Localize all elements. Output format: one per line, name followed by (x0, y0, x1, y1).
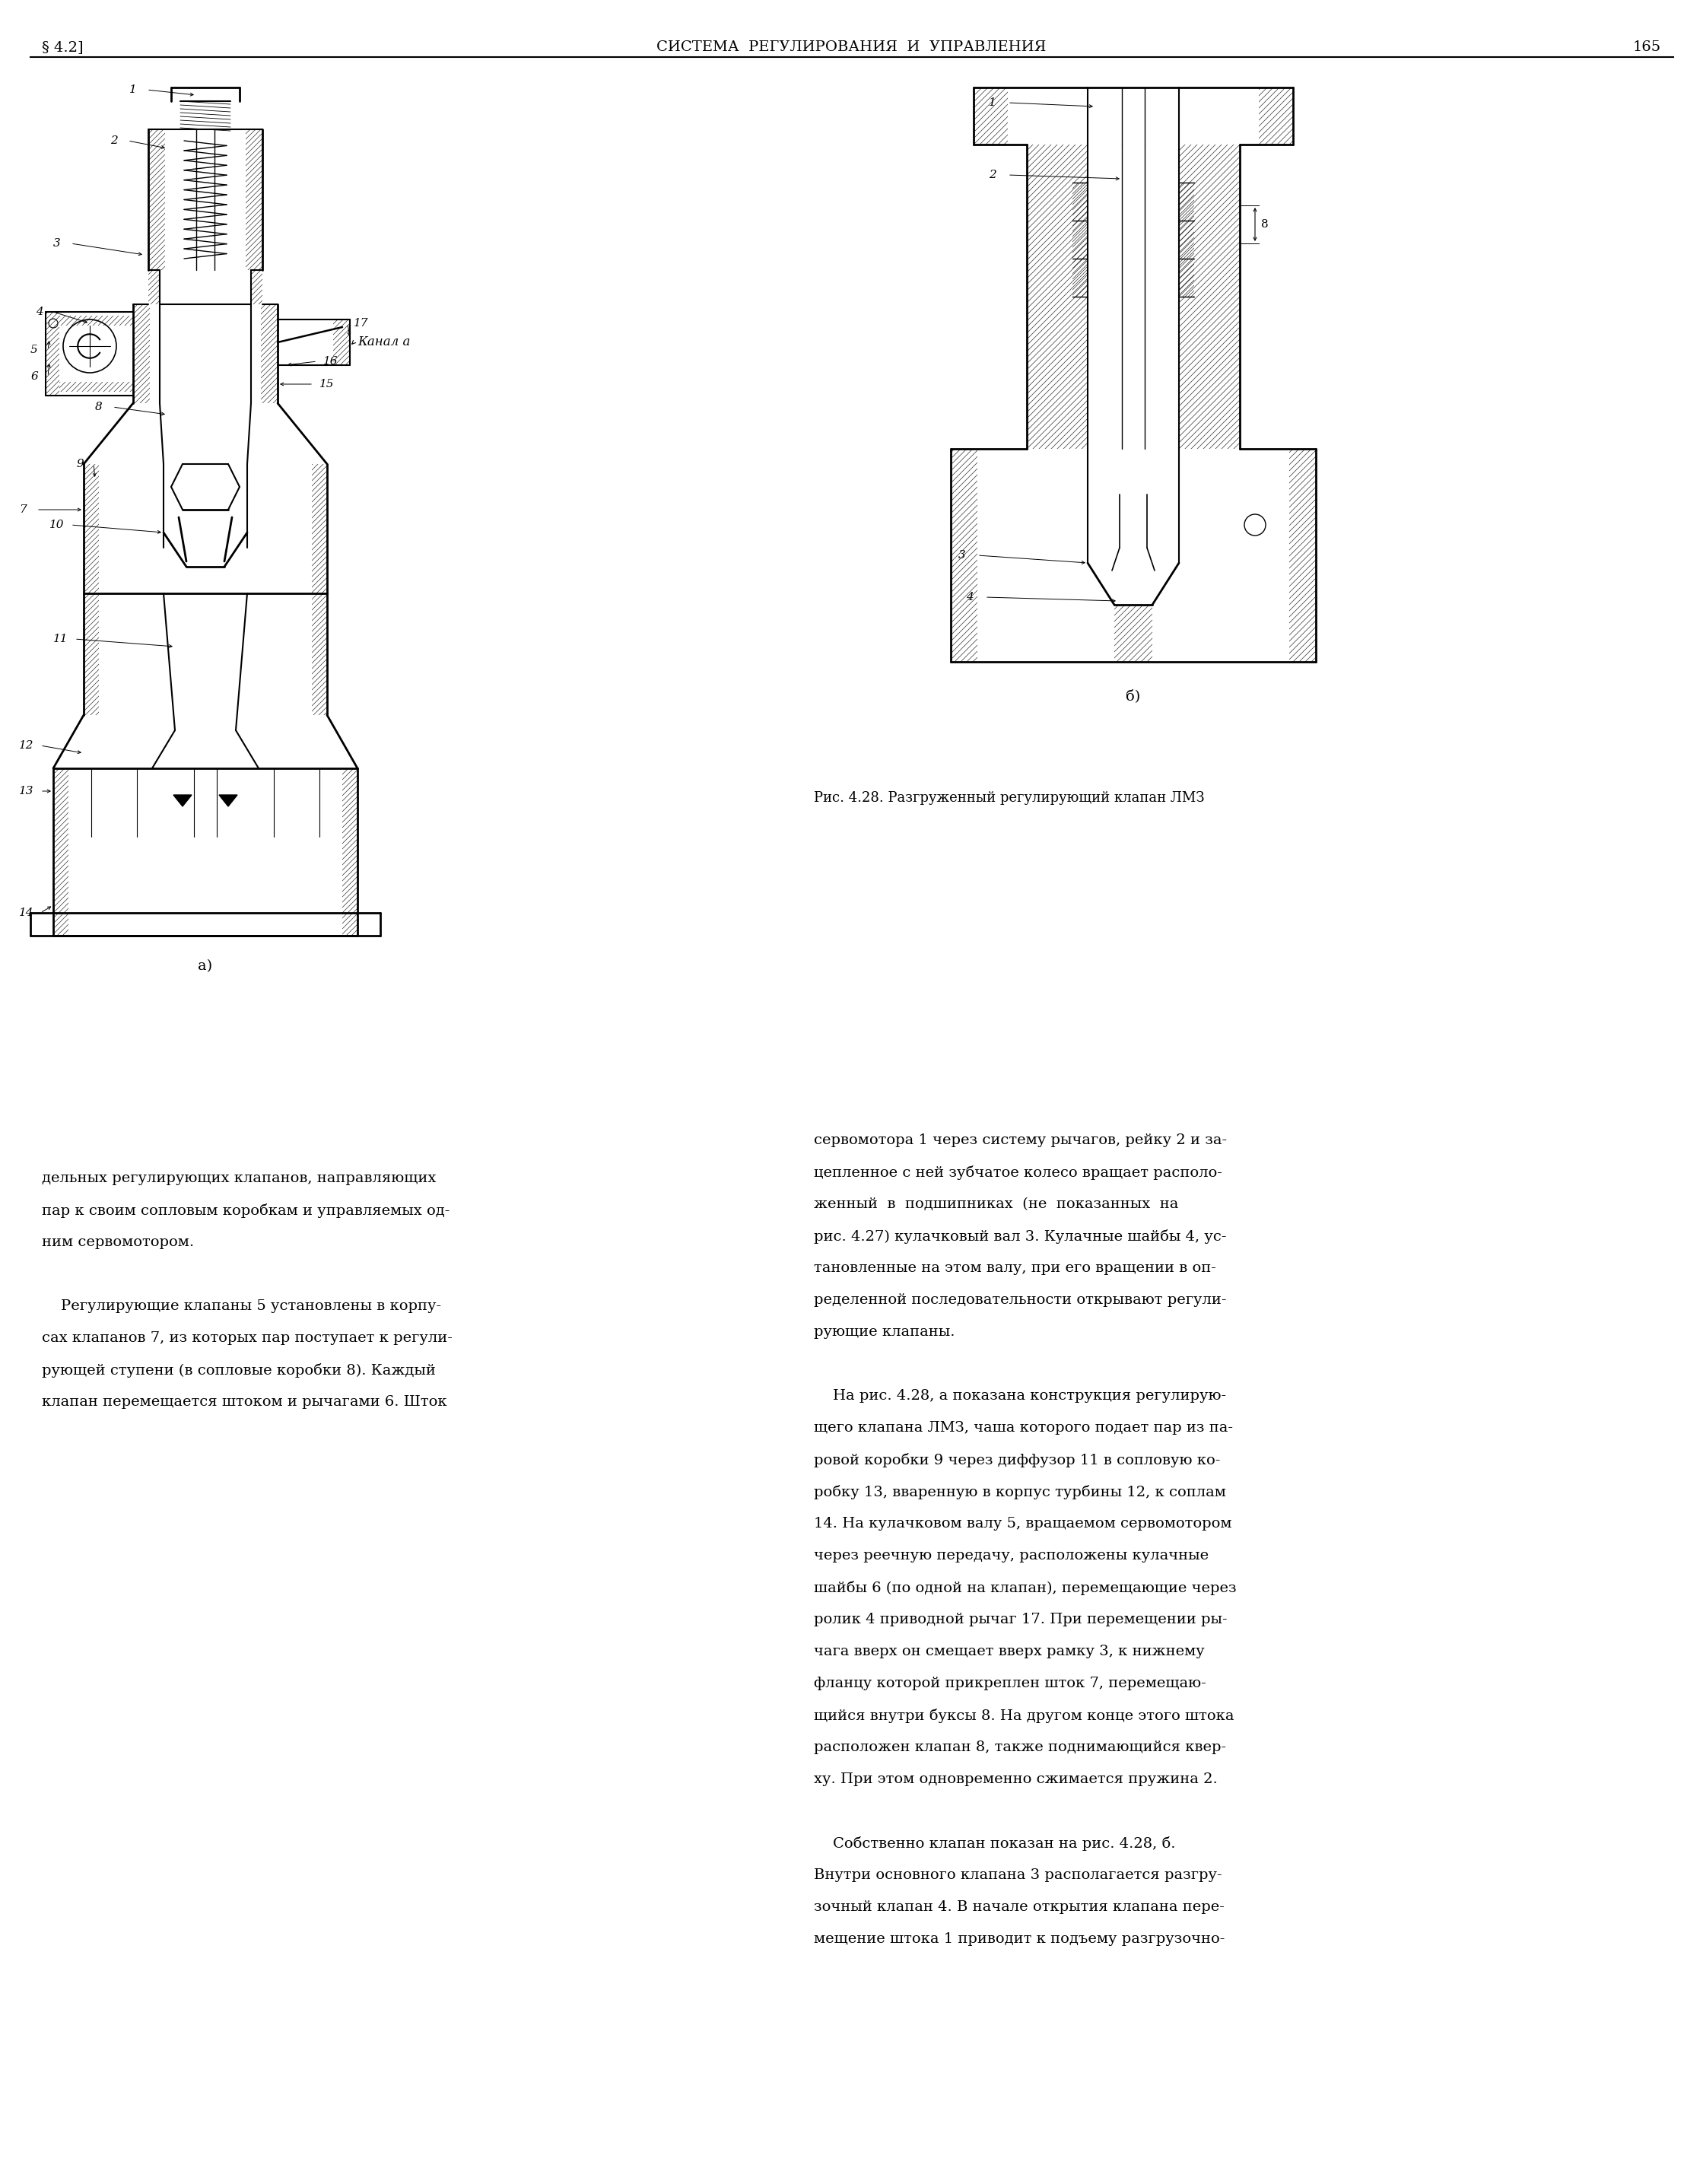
Text: ху. При этом одновременно сжимается пружина 2.: ху. При этом одновременно сжимается пруж… (814, 1773, 1218, 1787)
Text: 3: 3 (959, 550, 966, 561)
Text: Регулирующие клапаны 5 установлены в корпу-: Регулирующие клапаны 5 установлены в кор… (43, 1299, 441, 1313)
Text: 16: 16 (324, 356, 339, 367)
Text: 14: 14 (19, 909, 34, 917)
Text: робку 13, вваренную в корпус турбины 12, к соплам: робку 13, вваренную в корпус турбины 12,… (814, 1485, 1226, 1500)
Text: ним сервомотором.: ним сервомотором. (43, 1236, 194, 1249)
Text: дельных регулирующих клапанов, направляющих: дельных регулирующих клапанов, направляю… (43, 1171, 436, 1186)
Text: 165: 165 (1633, 39, 1660, 55)
Text: 5: 5 (31, 345, 37, 356)
Text: 8: 8 (95, 402, 102, 413)
Text: 1: 1 (989, 98, 996, 107)
Text: а): а) (198, 959, 213, 972)
Text: Рис. 4.28. Разгруженный регулирующий клапан ЛМЗ: Рис. 4.28. Разгруженный регулирующий кла… (814, 791, 1204, 806)
Text: 10: 10 (49, 520, 65, 531)
Text: шайбы 6 (по одной на клапан), перемещающие через: шайбы 6 (по одной на клапан), перемещающ… (814, 1581, 1236, 1594)
Text: 7: 7 (19, 505, 27, 515)
Text: щего клапана ЛМЗ, чаша которого подает пар из па-: щего клапана ЛМЗ, чаша которого подает п… (814, 1422, 1233, 1435)
Text: тановленные на этом валу, при его вращении в оп-: тановленные на этом валу, при его вращен… (814, 1260, 1216, 1275)
Text: Канал а: Канал а (358, 336, 410, 349)
Text: цепленное с ней зубчатое колесо вращает располо-: цепленное с ней зубчатое колесо вращает … (814, 1166, 1223, 1179)
Text: 2: 2 (989, 170, 996, 181)
Text: зочный клапан 4. В начале открытия клапана пере-: зочный клапан 4. В начале открытия клапа… (814, 1900, 1224, 1913)
Text: 1: 1 (129, 85, 136, 96)
Text: На рис. 4.28, а показана конструкция регулирую-: На рис. 4.28, а показана конструкция рег… (814, 1389, 1226, 1402)
Text: сах клапанов 7, из которых пар поступает к регули-: сах клапанов 7, из которых пар поступает… (43, 1332, 453, 1345)
Text: СИСТЕМА  РЕГУЛИРОВАНИЯ  И  УПРАВЛЕНИЯ: СИСТЕМА РЕГУЛИРОВАНИЯ И УПРАВЛЕНИЯ (656, 39, 1046, 55)
Polygon shape (220, 795, 237, 806)
Text: 3: 3 (53, 238, 61, 249)
Text: 11: 11 (53, 633, 68, 644)
Text: чага вверх он смещает вверх рамку 3, к нижнему: чага вверх он смещает вверх рамку 3, к н… (814, 1645, 1204, 1658)
Text: 4: 4 (36, 306, 43, 317)
Text: ределенной последовательности открывают регули-: ределенной последовательности открывают … (814, 1293, 1226, 1306)
Text: пар к своим сопловым коробкам и управляемых од-: пар к своим сопловым коробкам и управляе… (43, 1203, 450, 1219)
Text: 4: 4 (966, 592, 974, 603)
Text: 17: 17 (354, 319, 370, 328)
Text: щийся внутри буксы 8. На другом конце этого штока: щийся внутри буксы 8. На другом конце эт… (814, 1708, 1235, 1723)
Text: ролик 4 приводной рычаг 17. При перемещении ры-: ролик 4 приводной рычаг 17. При перемеще… (814, 1612, 1228, 1627)
Text: рующей ступени (в сопловые коробки 8). Каждый: рующей ступени (в сопловые коробки 8). К… (43, 1363, 436, 1378)
Text: клапан перемещается штоком и рычагами 6. Шток: клапан перемещается штоком и рычагами 6.… (43, 1396, 446, 1409)
Text: ровой коробки 9 через диффузор 11 в сопловую ко-: ровой коробки 9 через диффузор 11 в сопл… (814, 1452, 1221, 1468)
Text: 12: 12 (19, 740, 34, 751)
Text: 6: 6 (31, 371, 37, 382)
Text: женный  в  подшипниках  (не  показанных  на: женный в подшипниках (не показанных на (814, 1197, 1178, 1212)
Text: 2: 2 (111, 135, 118, 146)
Text: 13: 13 (19, 786, 34, 797)
Text: расположен клапан 8, также поднимающийся квер-: расположен клапан 8, также поднимающийся… (814, 1741, 1226, 1754)
Text: мещение штока 1 приводит к подъему разгрузочно-: мещение штока 1 приводит к подъему разгр… (814, 1933, 1224, 1946)
Polygon shape (174, 795, 192, 806)
Text: 8: 8 (1262, 218, 1269, 229)
Text: Внутри основного клапана 3 располагается разгру-: Внутри основного клапана 3 располагается… (814, 1867, 1223, 1883)
Text: 14. На кулачковом валу 5, вращаемом сервомотором: 14. На кулачковом валу 5, вращаемом серв… (814, 1518, 1231, 1531)
Text: рис. 4.27) кулачковый вал 3. Кулачные шайбы 4, ус-: рис. 4.27) кулачковый вал 3. Кулачные ша… (814, 1230, 1226, 1243)
Text: б): б) (1126, 690, 1141, 703)
Text: фланцу которой прикреплен шток 7, перемещаю-: фланцу которой прикреплен шток 7, переме… (814, 1677, 1206, 1690)
Text: 15: 15 (320, 378, 334, 389)
Text: § 4.2]: § 4.2] (43, 39, 83, 55)
Text: сервомотора 1 через систему рычагов, рейку 2 и за-: сервомотора 1 через систему рычагов, рей… (814, 1133, 1226, 1147)
Text: Собственно клапан показан на рис. 4.28, б.: Собственно клапан показан на рис. 4.28, … (814, 1837, 1175, 1850)
Text: через реечную передачу, расположены кулачные: через реечную передачу, расположены кула… (814, 1548, 1209, 1562)
Text: рующие клапаны.: рующие клапаны. (814, 1326, 955, 1339)
Text: 9: 9 (77, 459, 83, 470)
